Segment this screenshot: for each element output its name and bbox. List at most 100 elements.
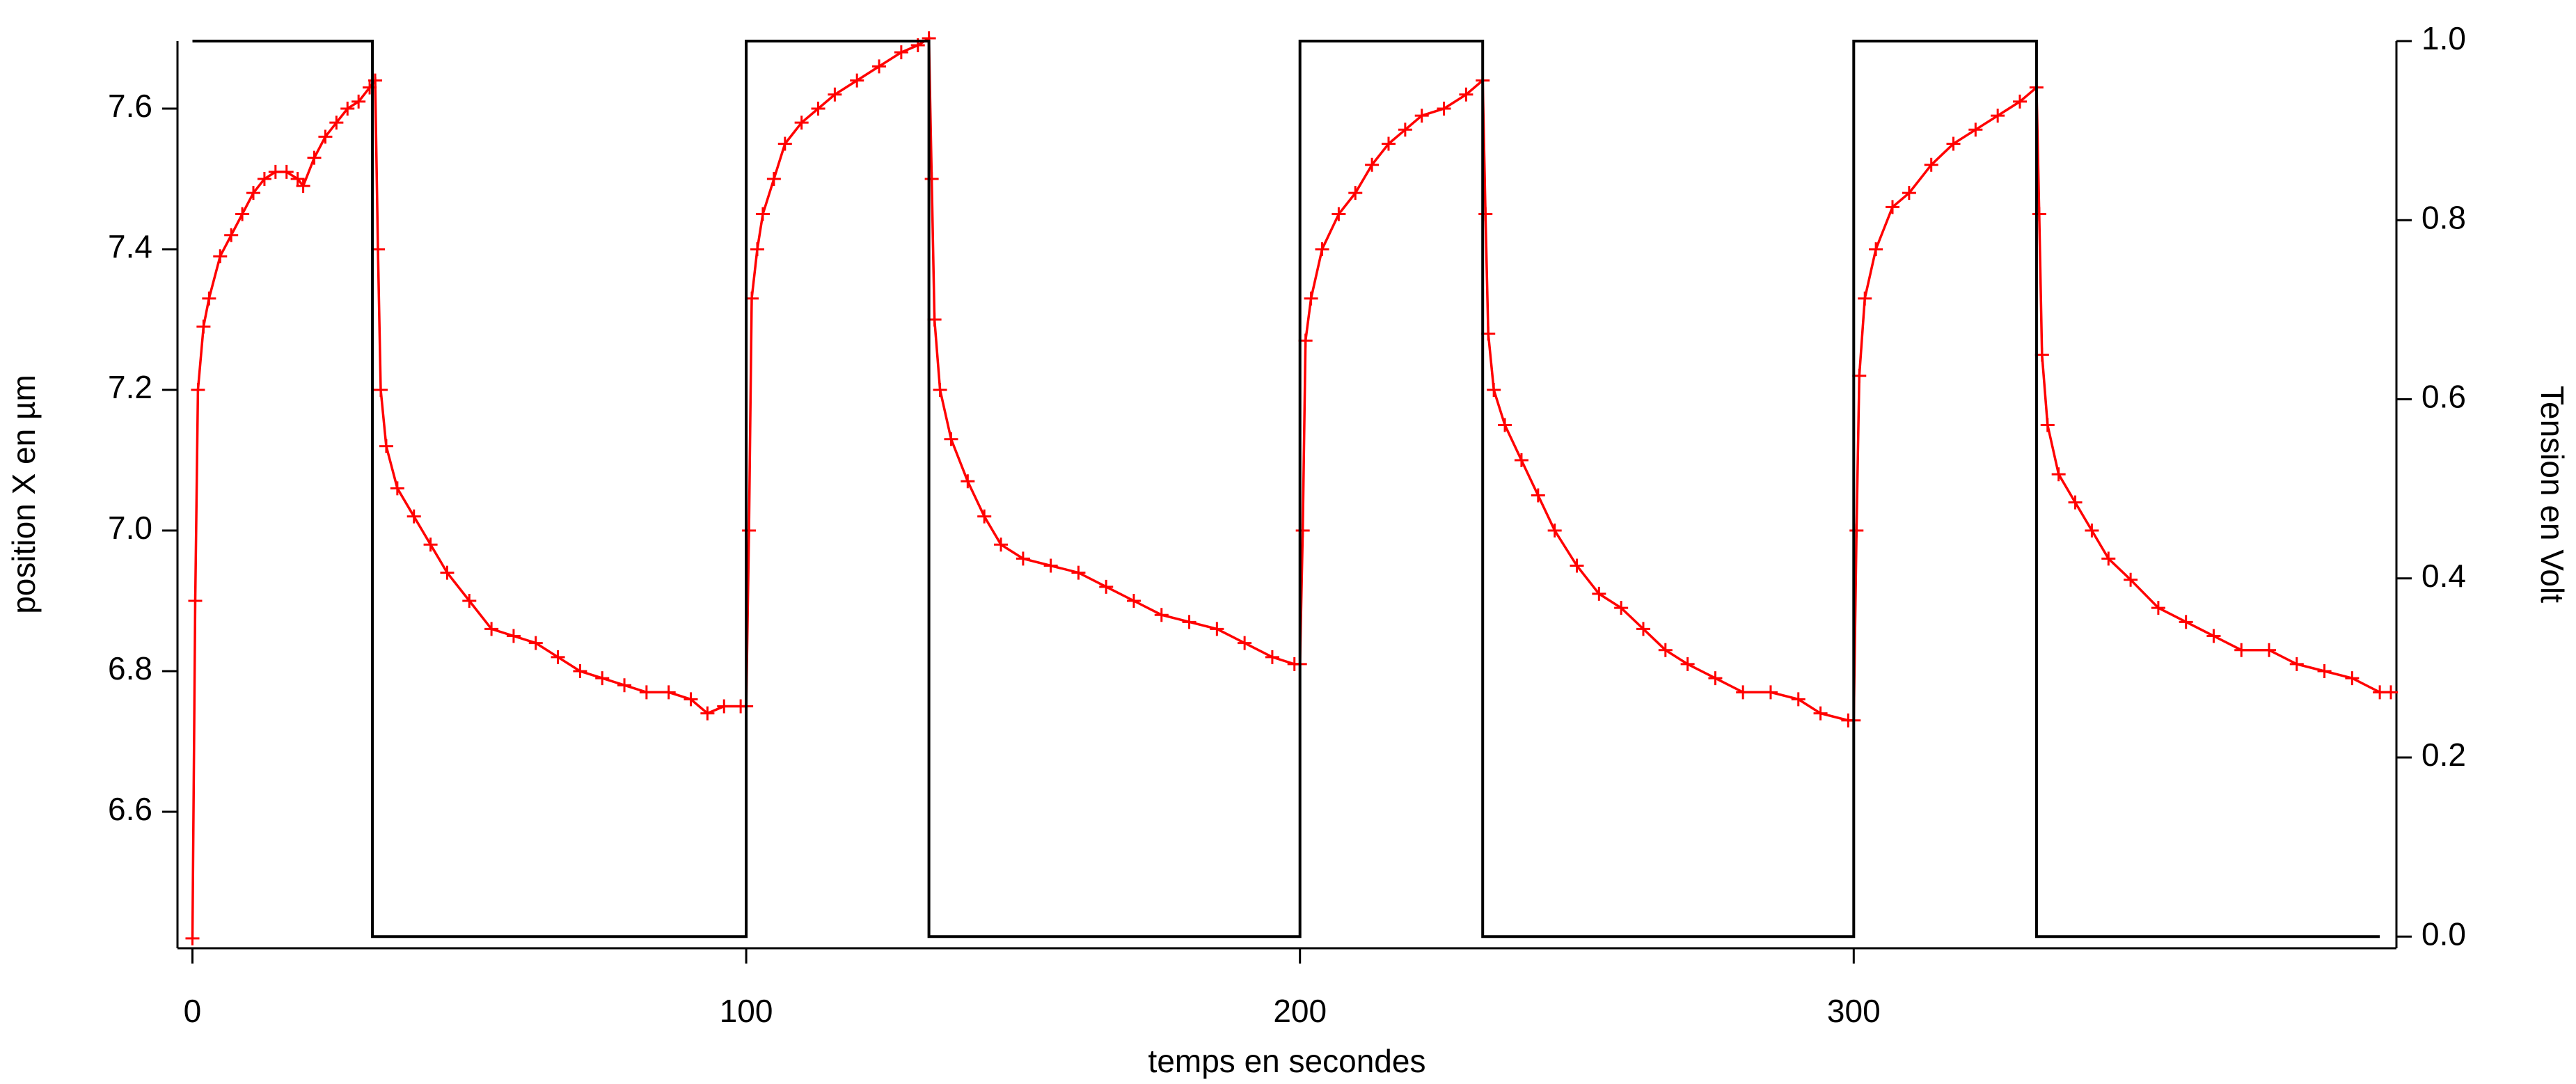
point-marker <box>1708 671 1723 686</box>
point-marker <box>1498 418 1512 432</box>
point-marker <box>1658 643 1673 657</box>
y2-tick-label: 0.0 <box>2421 916 2466 952</box>
point-marker <box>933 382 947 397</box>
point-marker <box>2068 495 2083 510</box>
point-marker <box>994 537 1009 552</box>
point-marker <box>2289 657 2304 671</box>
point-marker <box>1182 615 1196 629</box>
y2-axis-title: Tension en Volt <box>2534 386 2570 603</box>
x-tick-label: 300 <box>1827 993 1881 1029</box>
point-marker <box>2384 685 2399 700</box>
point-marker <box>213 249 228 264</box>
point-marker <box>2151 601 2165 615</box>
point-marker <box>423 537 438 552</box>
point-marker <box>1946 136 1961 151</box>
point-marker <box>1365 157 1380 172</box>
y2-tick-label: 0.2 <box>2421 737 2466 773</box>
point-marker <box>484 622 499 636</box>
point-marker <box>755 207 770 221</box>
y-tick-label: 7.2 <box>108 369 152 405</box>
point-marker <box>700 706 715 721</box>
point-marker <box>224 228 239 242</box>
point-marker <box>351 94 366 109</box>
point-marker <box>924 171 939 186</box>
point-marker <box>390 481 404 496</box>
point-marker <box>2040 418 2055 432</box>
point-marker <box>1858 291 1872 306</box>
point-marker <box>811 101 825 116</box>
point-marker <box>1071 565 1086 580</box>
y-tick-label: 7.4 <box>108 228 152 265</box>
point-marker <box>661 685 676 700</box>
point-marker <box>1514 453 1528 468</box>
point-marker <box>1099 579 1114 594</box>
point-marker <box>191 382 205 397</box>
point-marker <box>379 439 393 453</box>
y-axis-title: position X en µm <box>6 375 42 614</box>
point-marker <box>944 432 958 446</box>
point-marker <box>1381 136 1396 151</box>
point-marker <box>2085 524 2099 538</box>
point-marker <box>1414 109 1429 123</box>
point-marker <box>296 179 310 194</box>
point-marker <box>766 171 781 186</box>
point-marker <box>290 171 305 186</box>
point-marker <box>1547 524 1562 538</box>
point-marker <box>2124 572 2138 587</box>
point-marker <box>188 594 203 608</box>
point-marker <box>2179 615 2193 629</box>
point-marker <box>1968 123 1983 137</box>
point-marker <box>1791 692 1805 707</box>
point-marker <box>961 474 975 489</box>
point-marker <box>1813 706 1828 721</box>
point-marker <box>2317 664 2332 679</box>
point-marker <box>279 164 294 179</box>
x-axis-title: temps en secondes <box>1148 1043 1426 1079</box>
x-tick-label: 100 <box>720 993 773 1029</box>
point-marker <box>1849 524 1864 538</box>
point-marker <box>2101 551 2116 566</box>
y-tick-label: 6.8 <box>108 650 152 686</box>
point-marker <box>1636 622 1650 636</box>
point-marker <box>1570 558 1584 573</box>
point-marker <box>977 509 992 524</box>
point-marker <box>307 150 322 165</box>
point-marker <box>1398 123 1412 137</box>
point-marker <box>872 59 887 74</box>
point-marker <box>1304 291 1318 306</box>
point-marker <box>639 685 654 700</box>
point-marker <box>257 171 271 186</box>
point-marker <box>2012 94 2027 109</box>
point-marker <box>1614 601 1629 615</box>
point-marker <box>196 320 211 334</box>
point-marker <box>683 692 698 707</box>
point-marker <box>894 45 908 60</box>
point-marker <box>1210 622 1224 636</box>
point-marker <box>850 73 864 88</box>
point-marker <box>1487 382 1501 397</box>
point-marker <box>717 699 732 714</box>
point-marker <box>340 101 355 116</box>
point-marker <box>777 136 792 151</box>
point-marker <box>2234 643 2249 657</box>
point-marker <box>1265 650 1279 664</box>
point-marker <box>2262 643 2277 657</box>
point-marker <box>1592 586 1606 601</box>
point-marker <box>1315 242 1329 256</box>
point-marker <box>506 629 521 643</box>
point-marker <box>1991 109 2005 123</box>
point-marker <box>1680 657 1695 671</box>
point-marker <box>595 671 610 686</box>
point-marker <box>1459 87 1473 102</box>
point-marker <box>2345 671 2360 686</box>
point-marker <box>1924 157 1938 172</box>
point-marker <box>2206 629 2221 643</box>
point-marker <box>1478 207 1493 221</box>
y-tick-label: 6.6 <box>108 791 152 827</box>
point-marker <box>828 87 842 102</box>
point-marker <box>202 291 216 306</box>
point-marker <box>1348 186 1363 201</box>
y2-tick-label: 1.0 <box>2421 20 2466 56</box>
point-marker <box>2051 467 2066 482</box>
